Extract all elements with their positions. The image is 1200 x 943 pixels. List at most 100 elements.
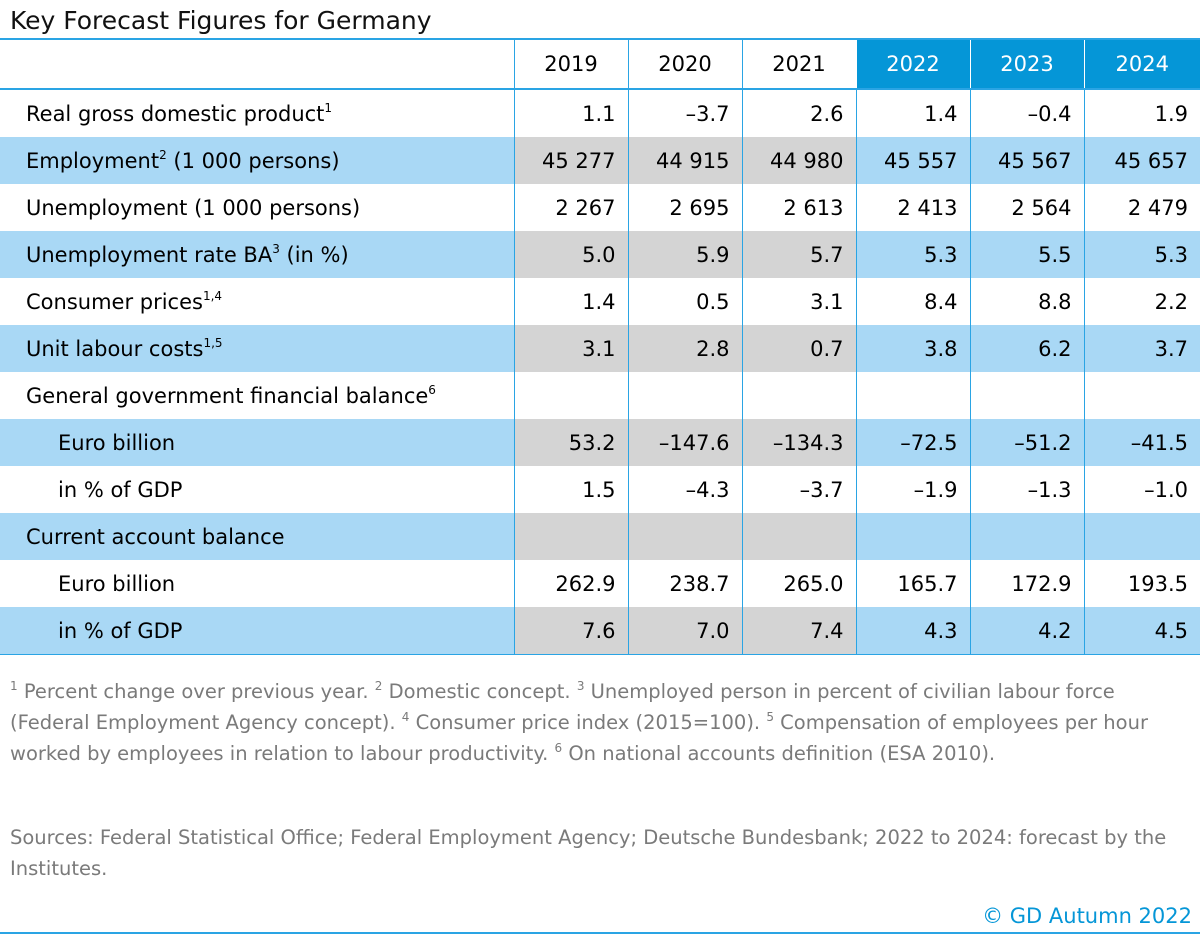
- row-label: Employment2 (1 000 persons): [0, 137, 514, 184]
- value-cell-2019: 5.0: [513, 231, 628, 278]
- row-label: Unemployment rate BA3 (in %): [0, 231, 514, 278]
- sources-note: Sources: Federal Statistical Office; Fed…: [10, 826, 1167, 880]
- value-cell-2021: 5.7: [741, 231, 856, 278]
- value-cell-2021: 2 613: [741, 184, 856, 231]
- value-cell-2020: –3.7: [627, 89, 742, 137]
- value-cell-2019: [513, 372, 628, 419]
- footnote-text: On national accounts definition (ESA 201…: [562, 742, 996, 765]
- value-cell-2023: 2 564: [969, 184, 1084, 231]
- copyright: © GD Autumn 2022: [982, 904, 1192, 928]
- bottom-rule: [0, 932, 1200, 934]
- value-cell-2023: 172.9: [969, 560, 1084, 607]
- value-cell-2022: [855, 372, 970, 419]
- table-row: Current account balance: [0, 513, 1200, 560]
- value-cell-2019: 1.5: [513, 466, 628, 513]
- value-cell-2021: –134.3: [741, 419, 856, 466]
- table-body: Real gross domestic product1 1.1 –3.7 2.6 1.…: [0, 89, 1200, 655]
- value-cell-2019: 1.4: [513, 278, 628, 325]
- value-cell-2019: 262.9: [513, 560, 628, 607]
- value-cell-2023: [969, 372, 1084, 419]
- table-row: Euro billion 262.9 238.7 265.0 165.7 172.9 193…: [0, 560, 1200, 607]
- table-row: General government financial balance6: [0, 372, 1200, 419]
- value-cell-2021: 2.6: [741, 89, 856, 137]
- value-cell-2019: 3.1: [513, 325, 628, 372]
- footnote-number: 2: [374, 679, 383, 693]
- column-header-2024: 2024: [1083, 40, 1200, 89]
- value-cell-2023: 4.2: [969, 607, 1084, 655]
- value-cell-2021: 0.7: [741, 325, 856, 372]
- value-cell-2023: –0.4: [969, 89, 1084, 137]
- value-cell-2020: 5.9: [627, 231, 742, 278]
- value-cell-2021: [741, 372, 856, 419]
- value-cell-2020: 238.7: [627, 560, 742, 607]
- row-label: Unit labour costs1,5: [0, 325, 514, 372]
- value-cell-2022: 165.7: [855, 560, 970, 607]
- value-cell-2022: 8.4: [855, 278, 970, 325]
- table-row: Consumer prices1,4 1.4 0.5 3.1 8.4 8.8 2.2: [0, 278, 1200, 325]
- row-label: Euro billion: [0, 419, 514, 466]
- footnote-ref: 1: [324, 100, 333, 115]
- table-title: Key Forecast Figures for Germany: [10, 6, 432, 35]
- value-cell-2019: 45 277: [513, 137, 628, 184]
- value-cell-2021: [741, 513, 856, 560]
- value-cell-2021: –3.7: [741, 466, 856, 513]
- value-cell-2024: –41.5: [1083, 419, 1200, 466]
- footnote-text: Percent change over previous year.: [17, 680, 375, 703]
- table-row: in % of GDP 1.5 –4.3 –3.7 –1.9 –1.3 –1.0: [0, 466, 1200, 513]
- footnote-text: Unemployed person in percent of civilian…: [10, 680, 1115, 734]
- forecast-table: 2019 2020 2021 2022 2023 2024 Real gross dome…: [0, 40, 1200, 655]
- table-row: Real gross domestic product1 1.1 –3.7 2.6 1.…: [0, 89, 1200, 137]
- footnote-number: 3: [576, 679, 585, 693]
- value-cell-2024: 4.5: [1083, 607, 1200, 655]
- table-row: Unit labour costs1,5 3.1 2.8 0.7 3.8 6.2 3.7: [0, 325, 1200, 372]
- title-rule: [0, 38, 1200, 40]
- value-cell-2023: –1.3: [969, 466, 1084, 513]
- footnotes: 1 Percent change over previous year. 2 D…: [10, 676, 1180, 769]
- value-cell-2021: 265.0: [741, 560, 856, 607]
- value-cell-2022: –72.5: [855, 419, 970, 466]
- value-cell-2019: 2 267: [513, 184, 628, 231]
- value-cell-2024: 2 479: [1083, 184, 1200, 231]
- value-cell-2024: 5.3: [1083, 231, 1200, 278]
- row-label: in % of GDP: [0, 607, 514, 655]
- row-label: Consumer prices1,4: [26, 288, 223, 314]
- value-cell-2024: 193.5: [1083, 560, 1200, 607]
- value-cell-2021: 44 980: [741, 137, 856, 184]
- footnote-number: 4: [401, 710, 410, 724]
- value-cell-2019: 7.6: [513, 607, 628, 655]
- value-cell-2020: 2.8: [627, 325, 742, 372]
- value-cell-2022: 3.8: [855, 325, 970, 372]
- footnote-number: 6: [554, 741, 563, 755]
- value-cell-2024: 45 657: [1083, 137, 1200, 184]
- value-cell-2020: 0.5: [627, 278, 742, 325]
- value-cell-2019: [513, 513, 628, 560]
- value-cell-2023: 45 567: [969, 137, 1084, 184]
- table-row: Employment2 (1 000 persons) 45 277 44 915 4…: [0, 137, 1200, 184]
- footnote-ref: 1,5: [203, 335, 223, 350]
- footnote-ref: 3: [272, 241, 280, 256]
- value-cell-2020: –4.3: [627, 466, 742, 513]
- column-header-2021: 2021: [741, 40, 856, 89]
- value-cell-2019: 1.1: [513, 89, 628, 137]
- column-header-2020: 2020: [627, 40, 742, 89]
- value-cell-2023: 5.5: [969, 231, 1084, 278]
- value-cell-2022: 5.3: [855, 231, 970, 278]
- table-row: Euro billion 53.2 –147.6 –134.3 –72.5 –51.2 –4…: [0, 419, 1200, 466]
- value-cell-2024: 2.2: [1083, 278, 1200, 325]
- row-label: Real gross domestic product1: [26, 100, 333, 126]
- value-cell-2022: 2 413: [855, 184, 970, 231]
- value-cell-2023: [969, 513, 1084, 560]
- value-cell-2020: 44 915: [627, 137, 742, 184]
- value-cell-2023: 6.2: [969, 325, 1084, 372]
- value-cell-2020: –147.6: [627, 419, 742, 466]
- header-row: 2019 2020 2021 2022 2023 2024: [0, 40, 1200, 89]
- value-cell-2020: 2 695: [627, 184, 742, 231]
- footnote-text: Compensation of employees per hour worke…: [10, 711, 1148, 765]
- table-row: Unemployment rate BA3 (in %) 5.0 5.9 5.7 5.3…: [0, 231, 1200, 278]
- table-row: in % of GDP 7.6 7.0 7.4 4.3 4.2 4.5: [0, 607, 1200, 655]
- value-cell-2024: 3.7: [1083, 325, 1200, 372]
- footnote-number: 1: [10, 679, 18, 693]
- footnote-ref: 6: [428, 382, 436, 397]
- value-cell-2022: 4.3: [855, 607, 970, 655]
- row-label: in % of GDP: [58, 477, 183, 502]
